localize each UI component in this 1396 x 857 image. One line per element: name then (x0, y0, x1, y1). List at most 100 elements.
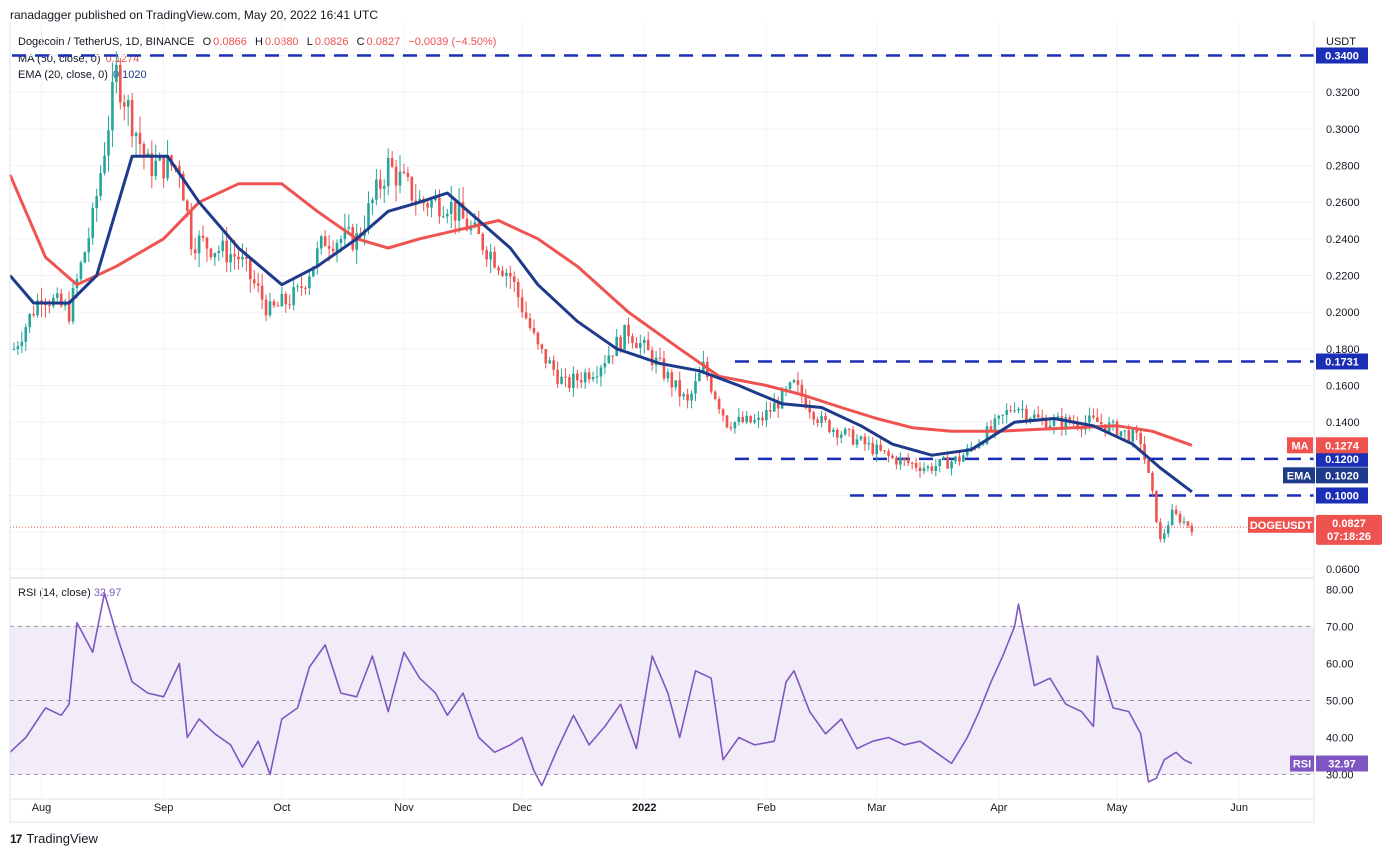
candle-body (690, 393, 693, 401)
candle-body (241, 256, 244, 260)
candle-body (304, 287, 307, 289)
candle-body (820, 415, 823, 423)
rsi-tick-label: 50.00 (1326, 695, 1354, 707)
candle-body (185, 200, 189, 211)
candle-body (59, 293, 63, 306)
candle-body (300, 286, 303, 288)
candle-body (512, 276, 516, 282)
candle-body (851, 429, 855, 445)
candle-body (910, 462, 914, 464)
candle-body (1190, 525, 1194, 532)
candle-body (1119, 431, 1123, 437)
candle-body (646, 339, 650, 351)
candle-body (1111, 421, 1115, 423)
rsi-legend-value: 32.97 (93, 587, 122, 599)
candle-body (993, 418, 997, 430)
candle-body (91, 207, 95, 239)
candle-body (1186, 521, 1190, 526)
candle-body (288, 304, 292, 306)
candle-body (319, 236, 323, 249)
candle-body (698, 372, 701, 382)
candle-body (942, 457, 945, 460)
candle-body (16, 346, 20, 350)
candle-body (575, 373, 579, 381)
rsi-tick-label: 70.00 (1326, 621, 1354, 633)
candle-body (997, 415, 1001, 419)
x-tick-label: May (1107, 802, 1128, 814)
candle-body (453, 201, 457, 221)
candle-body (709, 376, 713, 392)
candle-body (619, 336, 622, 350)
candle-body (268, 301, 272, 316)
candle-body (276, 305, 280, 307)
candle-body (635, 342, 638, 348)
x-tick-label: Dec (512, 802, 532, 814)
candle-body (260, 285, 264, 300)
candle-body (182, 173, 185, 201)
level-badge-bg (1316, 353, 1368, 370)
level-badge: 0.1000 (1325, 491, 1359, 503)
candle-body (824, 415, 827, 421)
candle-body (343, 228, 347, 240)
candle-body (769, 410, 772, 412)
candle-body (28, 313, 31, 328)
y-tick-label: 0.1600 (1326, 381, 1360, 393)
y-tick-label: 0.2600 (1326, 197, 1360, 209)
candle-body (556, 369, 559, 384)
candle-body (926, 466, 930, 469)
low-value: 0.0826 (314, 36, 349, 48)
candle-body (776, 402, 780, 409)
x-tick-label: Feb (757, 802, 776, 814)
candle-body (552, 360, 555, 370)
current-price-countdown: 07:18:26 (1327, 531, 1371, 543)
level-badge: 0.1200 (1325, 454, 1359, 466)
candle-body (193, 249, 197, 254)
candle-body (859, 436, 863, 440)
candle-body (1092, 415, 1095, 418)
rsi-line-path (9, 592, 1193, 787)
candle-body (1013, 410, 1016, 412)
candle-body (678, 380, 682, 397)
candle-body (315, 248, 319, 267)
candle-body (962, 455, 965, 462)
tradingview-brand[interactable]: 17 TradingView (10, 831, 98, 846)
candle-body (595, 376, 599, 378)
candle-body (134, 133, 138, 137)
candle-body (721, 409, 725, 416)
candle-body (44, 304, 47, 306)
open-value: 0.0866 (213, 36, 247, 48)
candle-body (950, 461, 953, 469)
candle-body (312, 266, 315, 277)
candle-body (1036, 414, 1040, 418)
candlesticks (12, 51, 1194, 543)
candle-body (1088, 415, 1091, 423)
candle-body (985, 426, 989, 444)
ema-badge-label-bg (1283, 467, 1315, 484)
ma-badge-label: MA (1291, 440, 1308, 452)
candle-body (130, 100, 134, 137)
candle-body (958, 456, 961, 462)
candle-body (252, 279, 256, 284)
candle-body (264, 299, 268, 316)
rsi-badge-bg (1316, 755, 1368, 772)
candle-body (544, 349, 548, 364)
candle-body (611, 355, 615, 357)
candle-body (650, 350, 654, 366)
candle-body (36, 300, 39, 316)
candle-body (887, 451, 890, 456)
candle-body (371, 199, 374, 204)
candle-body (847, 428, 851, 430)
rsi-tick-label: 40.00 (1326, 732, 1354, 744)
y-tick-label: 0.1400 (1326, 417, 1360, 429)
current-price-badge-bg (1316, 514, 1382, 545)
candle-body (532, 327, 536, 333)
candle-body (461, 202, 465, 219)
candle-body (528, 318, 532, 328)
candle-body (772, 402, 776, 412)
x-tick-label: Mar (867, 802, 886, 814)
candle-body (674, 380, 678, 388)
candle-body (906, 459, 910, 463)
candle-body (899, 458, 902, 465)
candle-body (765, 410, 768, 421)
